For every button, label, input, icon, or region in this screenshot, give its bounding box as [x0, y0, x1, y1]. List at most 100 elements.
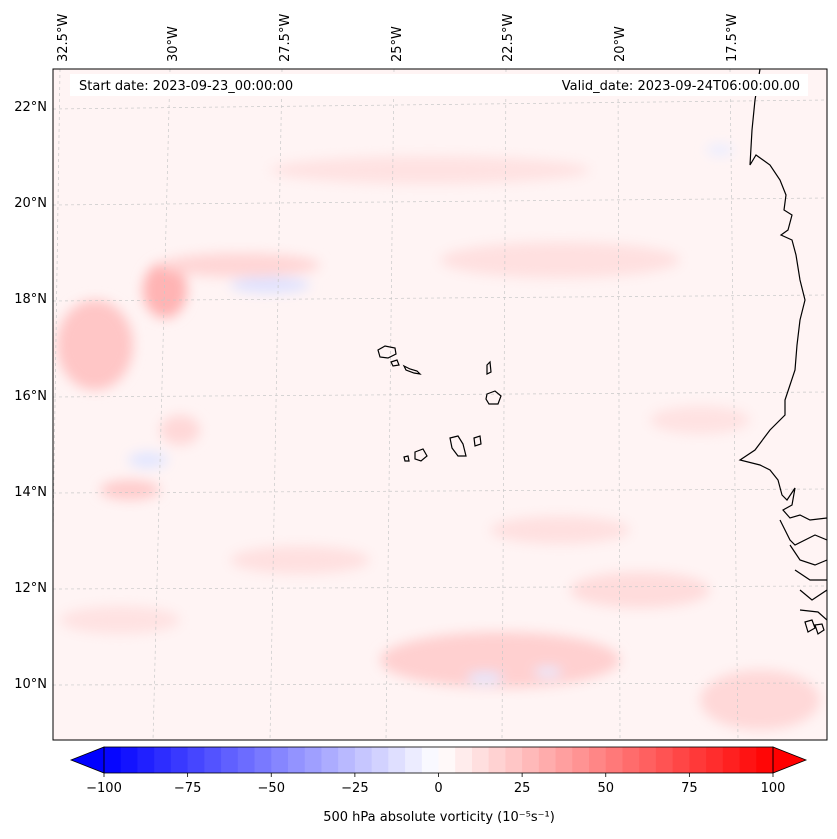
colorbar-cell — [338, 747, 356, 773]
negative-vorticity-patch — [128, 452, 168, 468]
negative-vorticity-patch — [534, 667, 562, 677]
colorbar-cell — [471, 747, 490, 773]
positive-vorticity-patch — [100, 480, 160, 500]
lon-label: 32.5°W — [56, 14, 71, 62]
longitude-labels: 32.5°W 30°W 27.5°W 25°W 22.5°W 20°W 17.5… — [56, 14, 740, 62]
lon-label: 20°W — [613, 26, 628, 62]
lat-label: 10°N — [14, 677, 47, 692]
colorbar-cell — [237, 747, 256, 773]
colorbar-cell — [639, 747, 657, 773]
colorbar-cell — [572, 747, 590, 773]
colorbar-cell — [522, 747, 540, 773]
colorbar-cell — [271, 747, 289, 773]
colorbar-cell — [104, 747, 122, 773]
lat-label: 12°N — [14, 581, 47, 596]
colorbar-cell — [170, 747, 189, 773]
colorbar-cells — [104, 747, 774, 773]
valid-date-label: Valid_date: 2023-09-24T06:00:00.00 — [562, 79, 800, 94]
colorbar-cell — [555, 747, 573, 773]
colorbar-cell — [622, 747, 640, 773]
positive-vorticity-patch — [650, 406, 750, 434]
negative-vorticity-patch — [230, 277, 310, 293]
colorbar-cell — [304, 747, 322, 773]
colorbar-cell — [137, 747, 155, 773]
lat-label: 14°N — [14, 485, 47, 500]
negative-vorticity-patch — [467, 672, 503, 684]
colorbar-cell — [589, 747, 607, 773]
positive-vorticity-patch — [440, 242, 680, 278]
positive-vorticity-patch — [160, 253, 320, 277]
colorbar-cell — [438, 747, 456, 773]
positive-vorticity-patch — [700, 670, 820, 730]
positive-vorticity-patch — [490, 516, 630, 544]
colorbar-tick-label: −50 — [258, 781, 285, 796]
island-sao-nicolau — [402, 364, 422, 375]
lat-label: 22°N — [14, 100, 47, 115]
colorbar-cell — [354, 747, 373, 773]
colorbar: −100 −75 −50 −25 0 25 50 75 100 500 hPa absolute… — [69, 746, 808, 825]
colorbar-ticks: −100 −75 −50 −25 0 25 50 75 100 — [86, 773, 785, 796]
colorbar-cell — [672, 747, 690, 773]
colorbar-cell — [488, 747, 506, 773]
colorbar-tick-label: −75 — [174, 781, 201, 796]
lon-label: 27.5°W — [278, 14, 293, 62]
colorbar-extend-min — [69, 746, 105, 774]
colorbar-cell — [405, 747, 423, 773]
map-frame — [52, 68, 828, 741]
colorbar-tick-label: 25 — [514, 781, 531, 796]
latitude-labels: 22°N 20°N 18°N 16°N 14°N 12°N 10°N — [14, 100, 47, 692]
colorbar-cell — [421, 747, 439, 773]
positive-vorticity-patch — [57, 300, 133, 390]
colorbar-cell — [706, 747, 724, 773]
colorbar-cell — [254, 747, 272, 773]
colorbar-cell — [287, 747, 306, 773]
map-area — [53, 69, 827, 740]
african-coastline — [738, 69, 827, 621]
colorbar-cell — [388, 747, 406, 773]
colorbar-cell — [605, 747, 623, 773]
colorbar-cell — [505, 747, 523, 773]
positive-vorticity-patch — [60, 606, 180, 634]
colorbar-tick-label: 75 — [681, 781, 698, 796]
vorticity-field-features — [57, 144, 820, 730]
lon-label: 25°W — [390, 26, 405, 62]
island-bijagos — [804, 619, 825, 635]
colorbar-cell — [204, 747, 222, 773]
lat-label: 18°N — [14, 292, 47, 307]
island-sao-vicente — [390, 359, 400, 367]
date-annotation-box — [70, 74, 808, 96]
coastline — [377, 69, 827, 635]
colorbar-cell — [455, 747, 473, 773]
positive-vorticity-patch — [570, 572, 710, 608]
colorbar-label: 500 hPa absolute vorticity (10⁻⁵s⁻¹) — [323, 810, 555, 825]
colorbar-tick-label: 50 — [597, 781, 614, 796]
colorbar-cell — [154, 747, 172, 773]
colorbar-tick-label: −100 — [86, 781, 122, 796]
positive-vorticity-patch — [230, 546, 370, 574]
positive-vorticity-patch — [143, 262, 187, 318]
island-fogo — [414, 448, 428, 462]
colorbar-cell — [756, 747, 774, 773]
island-santiago — [449, 435, 467, 457]
start-date-label: Start date: 2023-09-23_00:00:00 — [79, 79, 293, 94]
lat-label: 20°N — [14, 196, 47, 211]
colorbar-tick-label: −25 — [341, 781, 368, 796]
lat-label: 16°N — [14, 389, 47, 404]
island-boa-vista — [485, 390, 502, 405]
island-brava — [403, 455, 410, 462]
colorbar-cell — [120, 747, 138, 773]
colorbar-cell — [722, 747, 741, 773]
colorbar-cell — [739, 747, 757, 773]
colorbar-cell — [689, 747, 707, 773]
colorbar-cell — [371, 747, 389, 773]
colorbar-tick-label: 100 — [761, 781, 786, 796]
colorbar-cell — [187, 747, 205, 773]
island-sal — [486, 360, 492, 375]
positive-vorticity-patch — [270, 156, 590, 184]
colorbar-cell — [321, 747, 339, 773]
colorbar-cell — [538, 747, 557, 773]
colorbar-extend-max — [772, 746, 808, 774]
positive-vorticity-patch — [160, 415, 200, 445]
graticule — [53, 69, 827, 740]
